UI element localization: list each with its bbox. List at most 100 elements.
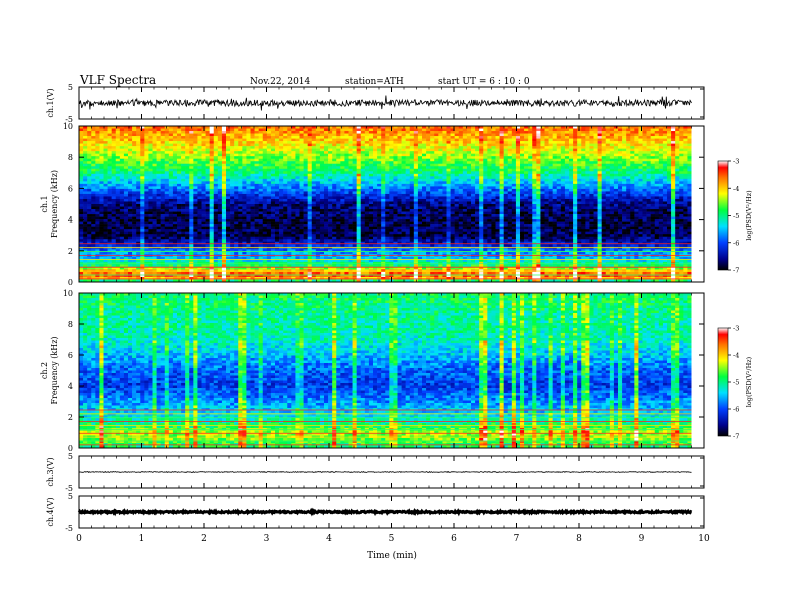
spectro-cell [123, 183, 129, 187]
spectro-cell [397, 146, 402, 149]
spectro-cell [319, 196, 325, 200]
spectro-cell [662, 176, 668, 180]
spectro-cell [299, 171, 304, 175]
spectro-cell [454, 168, 460, 172]
spectro-cell [197, 196, 202, 200]
spectro-cell [393, 148, 398, 152]
spectro-cell [315, 166, 321, 170]
spectro-cell [291, 153, 296, 157]
spectro-cell [671, 186, 676, 190]
spectro-cell [430, 204, 435, 207]
spectro-cell [262, 163, 268, 167]
spectro-cell [132, 143, 137, 147]
spectro-cell [491, 186, 496, 190]
spectro-cell [368, 141, 374, 144]
spectro-cell [205, 201, 210, 205]
spectro-cell [454, 186, 460, 190]
spectro-cell [442, 196, 447, 200]
spectro-cell [311, 173, 317, 177]
spectro-cell [581, 148, 586, 152]
spectro-cell [119, 204, 125, 207]
spectro-cell [144, 128, 149, 132]
spectro-cell [471, 161, 476, 165]
spectro-cell [270, 128, 276, 132]
spectro-cell [352, 188, 357, 192]
spectro-cell [352, 201, 357, 205]
spectro-cell [168, 188, 174, 192]
spectro-cell [266, 173, 272, 177]
spectro-cell [573, 163, 578, 167]
spectro-cell [193, 196, 198, 200]
spectro-cell [311, 206, 317, 210]
spectro-cell [662, 168, 668, 172]
spectro-cell [168, 156, 174, 160]
spectro-cell [189, 193, 194, 197]
spectro-cell [148, 188, 153, 192]
spectro-cell [348, 186, 353, 190]
spectro-cell [528, 141, 533, 144]
spectro-cell [221, 138, 227, 142]
spectro-cell [115, 204, 121, 207]
spectro-cell [573, 204, 578, 207]
spectro-cell [221, 143, 227, 147]
spectro-cell [91, 186, 96, 190]
spectro-cell [262, 204, 268, 207]
spectro-cell [140, 148, 145, 152]
spectro-cell [242, 206, 247, 210]
spectro-cell [475, 204, 480, 207]
spectro-cell [646, 168, 651, 172]
spectro-cell [136, 196, 141, 200]
spectro-cell [91, 178, 96, 182]
spectro-cell [254, 173, 259, 177]
spectro-cell [528, 198, 533, 202]
spectro-cell [475, 146, 480, 149]
spectro-cell [667, 171, 672, 175]
spectro-cell [671, 181, 676, 185]
spectro-cell [515, 151, 521, 154]
spectro-cell [413, 198, 419, 202]
spectro-cell [111, 136, 117, 139]
spectro-cell [499, 153, 504, 157]
spectro-cell [658, 204, 664, 207]
spectro-cell [413, 191, 419, 195]
spectro-cell [475, 198, 480, 202]
spectro-cell [160, 163, 166, 167]
spectro-cell [662, 163, 668, 167]
spectro-cell [495, 198, 500, 202]
spectro-cell [524, 126, 529, 129]
spectro-cell [360, 156, 366, 160]
spectro-cell [475, 188, 480, 192]
spectro-cell [250, 148, 255, 152]
spectro-cell [283, 138, 288, 142]
spectro-cell [597, 153, 602, 157]
spectro-cell [123, 166, 129, 170]
spectro-cell [209, 128, 215, 132]
spectro-cell [434, 193, 439, 197]
spectro-cell [609, 176, 615, 180]
spectro-cell [667, 156, 672, 160]
spectro-cell [658, 198, 664, 202]
spectro-cell [528, 138, 533, 142]
spectro-cell [409, 183, 415, 187]
spectro-cell [573, 188, 578, 192]
spectro-cell [144, 161, 149, 165]
spectro-cell [548, 126, 553, 129]
spectro-cell [181, 126, 186, 129]
spectro-cell [430, 133, 435, 137]
spectro-cell [201, 156, 206, 160]
spectro-cell [377, 133, 382, 137]
spectro-cell [495, 183, 500, 187]
spectro-cell [626, 161, 631, 165]
spectro-cell [401, 141, 406, 144]
spectro-cell [103, 126, 108, 129]
spectro-cell [258, 153, 264, 157]
spectro-cell [103, 178, 108, 182]
spectro-cell [524, 173, 529, 177]
spectro-cell [520, 186, 525, 190]
spectro-cell [172, 128, 178, 132]
spectro-cell [422, 193, 427, 197]
spectro-cell [152, 141, 157, 144]
spectro-cell [295, 198, 300, 202]
spectro-cell [646, 183, 651, 187]
spectro-cell [679, 158, 684, 162]
